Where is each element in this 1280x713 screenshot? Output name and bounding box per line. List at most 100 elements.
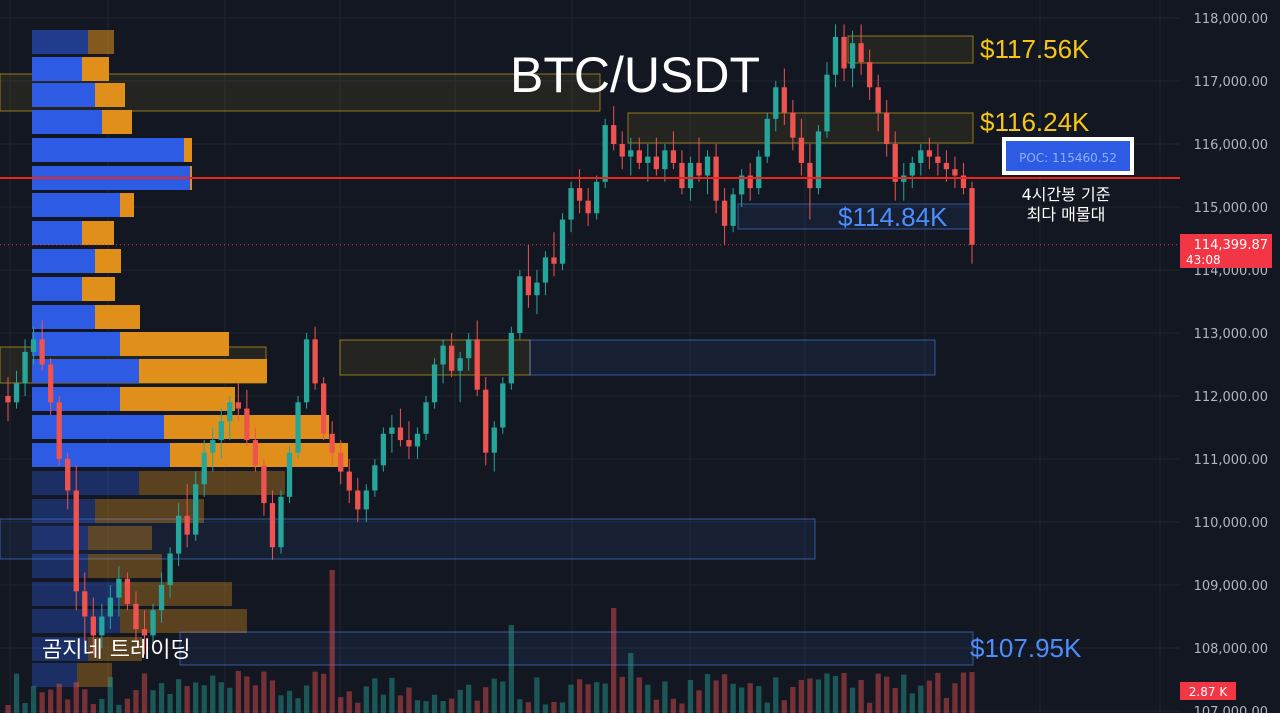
volume-bar [653, 699, 659, 713]
candle-up [440, 345, 446, 365]
candle-up [704, 156, 711, 176]
candle-down [483, 389, 489, 453]
volume-bar [636, 677, 642, 713]
watermark: 곰지네 트레이딩 [42, 638, 191, 663]
candle-up [175, 515, 182, 554]
volume-profile-sell-bar [139, 359, 267, 383]
volume-bar [380, 694, 387, 713]
y-tick-label: 112,000.00 [1194, 390, 1268, 405]
volume-profile-sell-bar [120, 332, 229, 356]
candle-down [48, 364, 54, 403]
candle-down [133, 603, 139, 630]
volume-bar [730, 683, 736, 713]
volume-bar [670, 698, 677, 713]
volume-profile-buy-bar [32, 193, 120, 217]
candle-up [832, 36, 839, 75]
volume-profile-sell-bar [170, 443, 348, 467]
volume-profile-sell-bar [120, 387, 235, 411]
candle-up [218, 421, 224, 441]
volume-bar [807, 678, 813, 713]
volume-bars [5, 570, 975, 713]
current-price-value: 114,399.87 [1194, 238, 1268, 253]
volume-bar [849, 687, 856, 713]
candle-up [210, 440, 216, 453]
volume-bar [312, 671, 318, 713]
volume-bar [82, 689, 88, 713]
candle-up [559, 219, 566, 264]
volume-profile-sell-bar [82, 57, 109, 81]
volume-bar [124, 698, 131, 713]
candle-down [611, 125, 617, 144]
y-tick-label: 109,000.00 [1194, 579, 1268, 594]
volume-bar [960, 672, 967, 713]
candle-down [5, 396, 11, 403]
y-tick-label: 108,000.00 [1194, 642, 1268, 657]
candle-up [457, 358, 463, 371]
candle-down [781, 87, 787, 113]
candle-down [636, 150, 642, 163]
level-label: $114.84K [838, 202, 948, 232]
price-zone [737, 203, 974, 230]
volume-bar [406, 687, 412, 713]
candle-down [329, 433, 335, 453]
volume-profile-buy-bar [32, 663, 77, 687]
candle-up [389, 427, 395, 434]
candle-down [670, 150, 677, 163]
volume-bar [175, 679, 182, 713]
candle-up [193, 484, 199, 535]
candle-down [969, 188, 975, 245]
price-axis[interactable]: 118,000.00 117,000.00 116,000.00 115,000.00… [1180, 12, 1272, 713]
volume-bar [338, 697, 344, 713]
volume-profile-buy-bar [32, 277, 82, 301]
volume-bar [943, 697, 950, 713]
volume-bar [90, 704, 96, 713]
volume-bar [593, 682, 600, 713]
candle-up [500, 383, 506, 428]
candle-down [619, 144, 625, 157]
volume-bar [483, 687, 489, 713]
volume-profile-sell-bar [95, 249, 121, 273]
candle-up [918, 150, 924, 163]
volume-bar [841, 672, 847, 713]
volume-bar [116, 704, 122, 713]
volume-profile-buy-bar [32, 110, 102, 134]
volume-bar [824, 673, 830, 713]
candle-up [764, 118, 770, 157]
volume-bar [952, 683, 958, 713]
volume-bar [150, 690, 156, 713]
volume-profile-buy-bar [32, 249, 95, 273]
candle-up [909, 162, 915, 176]
candle-up [380, 433, 387, 466]
candle-down [551, 257, 557, 264]
volume-profile-sell-bar [139, 471, 285, 495]
candle-down [679, 162, 685, 189]
volume-bar [158, 683, 165, 713]
volume-bar [397, 695, 404, 713]
volume-profile-buy-bar [32, 499, 95, 523]
volume-bar [218, 682, 224, 713]
volume-bar [355, 702, 361, 713]
candle-up [849, 43, 856, 69]
volume-bar [278, 695, 284, 713]
candle-up [423, 402, 429, 434]
poc-note-line2: 최다 매물대 [1027, 205, 1106, 224]
candle-down [858, 43, 864, 63]
volume-bar [22, 703, 28, 713]
volume-bar [193, 682, 199, 713]
price-zone [529, 339, 936, 376]
volume-bar [901, 674, 907, 713]
volume-profile-sell-bar [120, 609, 247, 633]
volume-profile-buy-bar [32, 332, 120, 356]
candle-down [841, 36, 847, 69]
volume-bar [235, 671, 241, 713]
volume-profile-buy-bar [32, 471, 139, 495]
y-tick-label: 118,000.00 [1194, 12, 1268, 27]
level-label: $116.24K [980, 107, 1090, 137]
candle-down [184, 515, 190, 535]
volume-bar [508, 625, 514, 713]
candle-up [363, 490, 369, 510]
volume-bar [585, 684, 591, 713]
candle-down [56, 402, 62, 459]
candle-down [141, 629, 148, 636]
candle-down [747, 175, 753, 189]
